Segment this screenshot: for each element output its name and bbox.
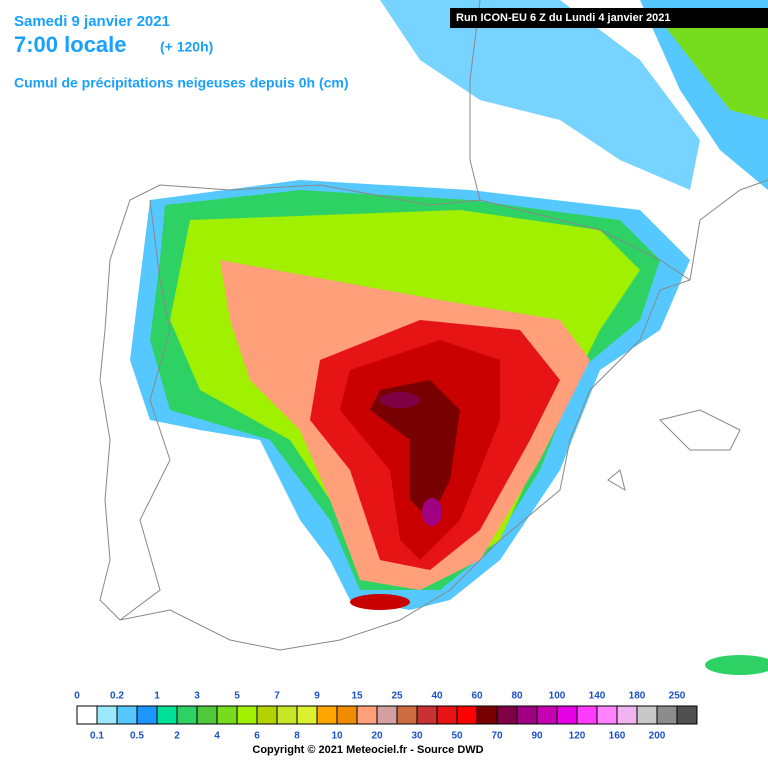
- legend-swatch: [536, 705, 558, 725]
- legend-label: 2: [174, 731, 180, 742]
- legend-label: 40: [431, 691, 443, 702]
- legend-label: 200: [649, 731, 666, 742]
- legend-label: 140: [589, 691, 606, 702]
- run-info: Run ICON-EU 6 Z du Lundi 4 janvier 2021: [456, 12, 671, 24]
- legend-swatch: [496, 705, 518, 725]
- legend-swatch: [636, 705, 658, 725]
- time: 7:00 locale: [14, 32, 127, 57]
- legend-label: 7: [274, 691, 280, 702]
- legend-swatch: [96, 705, 118, 725]
- legend-label: 15: [351, 691, 363, 702]
- legend-label: 8: [294, 731, 300, 742]
- legend-label: 50: [451, 731, 463, 742]
- legend-label: 180: [629, 691, 646, 702]
- legend-swatch: [676, 705, 698, 725]
- legend-label: 80: [511, 691, 523, 702]
- legend-label: 0.1: [90, 731, 104, 742]
- legend-label: 4: [214, 731, 220, 742]
- legend-swatch: [376, 705, 398, 725]
- subtitle: Cumul de précipitations neigeuses depuis…: [14, 75, 349, 91]
- legend-swatch: [196, 705, 218, 725]
- legend-label: 120: [569, 731, 586, 742]
- legend-label: 160: [609, 731, 626, 742]
- legend-label: 10: [331, 731, 343, 742]
- legend-swatch: [276, 705, 298, 725]
- legend-swatch: [176, 705, 198, 725]
- legend-label: 70: [491, 731, 503, 742]
- legend-label: 25: [391, 691, 403, 702]
- legend-swatch: [576, 705, 598, 725]
- legend-swatch: [476, 705, 498, 725]
- legend-label: 6: [254, 731, 260, 742]
- legend-swatch: [456, 705, 478, 725]
- legend-swatch: [556, 705, 578, 725]
- legend-label: 1: [154, 691, 160, 702]
- legend-swatch: [516, 705, 538, 725]
- legend-label: 0.5: [130, 731, 144, 742]
- legend-swatch: [616, 705, 638, 725]
- copyright: Copyright © 2021 Meteociel.fr - Source D…: [252, 744, 483, 756]
- legend-swatch: [156, 705, 178, 725]
- legend-label: 20: [371, 731, 383, 742]
- legend: 0 0.1 0.2 0.5 1 2 3 4 5 6 7 8 9 10 15 20 25 30 40 50 60 70 80 9…: [74, 691, 698, 742]
- legend-swatch: [236, 705, 258, 725]
- legend-swatch: [76, 705, 98, 725]
- legend-swatch: [356, 705, 378, 725]
- lead-time: (+ 120h): [160, 39, 213, 55]
- legend-swatch: [256, 705, 278, 725]
- coastline: [99, 0, 768, 651]
- legend-swatch: [416, 705, 438, 725]
- legend-label: 5: [234, 691, 240, 702]
- legend-label: 90: [531, 731, 543, 742]
- legend-swatch: [216, 705, 238, 725]
- legend-swatch: [316, 705, 338, 725]
- legend-label: 3: [194, 691, 200, 702]
- legend-swatch: [396, 705, 418, 725]
- date: Samedi 9 janvier 2021: [14, 13, 170, 30]
- legend-label: 0.2: [110, 691, 124, 702]
- legend-label: 0: [74, 691, 80, 702]
- legend-label: 100: [549, 691, 566, 702]
- legend-label: 30: [411, 731, 423, 742]
- legend-label: 9: [314, 691, 320, 702]
- legend-label: 60: [471, 691, 483, 702]
- legend-swatch: [116, 705, 138, 725]
- legend-label: 250: [669, 691, 686, 702]
- run-box: [450, 8, 768, 28]
- legend-swatch: [596, 705, 618, 725]
- legend-swatch: [336, 705, 358, 725]
- snow-field: [130, 0, 768, 675]
- legend-swatch: [656, 705, 678, 725]
- legend-swatch: [296, 705, 318, 725]
- legend-swatch: [136, 705, 158, 725]
- legend-swatch: [436, 705, 458, 725]
